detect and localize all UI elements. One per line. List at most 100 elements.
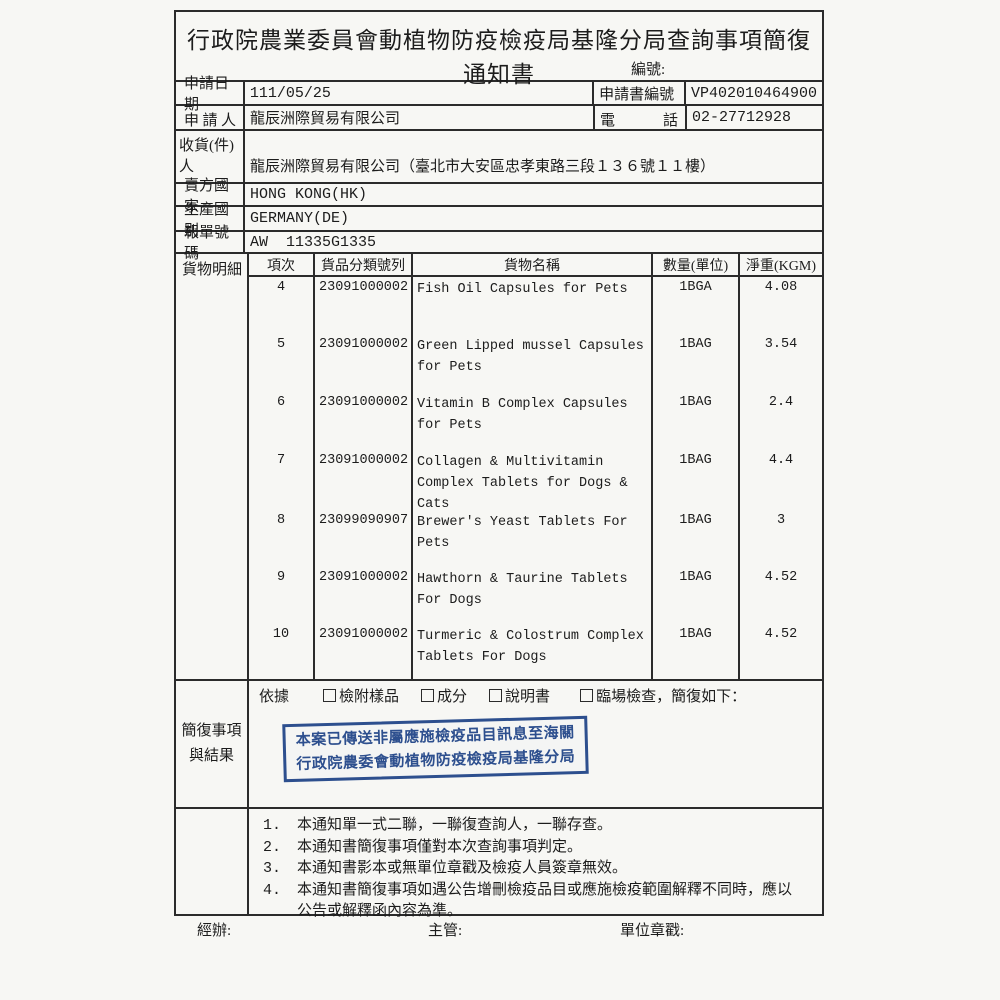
basis-option-onsite-inspection: 臨場檢查: [580, 685, 656, 706]
item-ccc-code: 23091000002: [313, 392, 411, 450]
handler-label: 經辦:: [197, 923, 232, 939]
phone-value: 02-27712928: [685, 106, 822, 129]
note-text: 本通知書簡復事項僅對本次查詢事項判定。: [297, 838, 583, 855]
checkbox-icon: [421, 689, 435, 702]
note-item: 1. 本通知單一式二聯，一聯復查詢人，一聯存查。: [263, 815, 818, 837]
reply-label-line1: 簡復事項: [181, 722, 242, 739]
declaration-no-value: AW 11335G1335: [243, 232, 822, 252]
unit-seal-label: 單位章戳:: [620, 923, 685, 939]
notes-section: 1. 本通知單一式二聯，一聯復查詢人，一聯存查。 2. 本通知書簡復事項僅對本次…: [176, 807, 822, 919]
goods-table-header: 項次 貨品分類號列 貨物名稱 數量(單位) 淨重(KGM): [249, 254, 822, 277]
row-declaration-no: 報單號碼 AW 11335G1335: [176, 225, 822, 262]
basis-option-label: 說明書: [505, 689, 551, 705]
item-ccc-code: 23091000002: [313, 450, 411, 510]
item-net-weight: 2.4: [738, 392, 822, 450]
item-no: 10: [272, 627, 290, 642]
applicant-label: 申請人: [184, 112, 236, 129]
row-origin-country: 生產國別 GERMANY(DE): [176, 202, 822, 239]
checkbox-icon: [323, 689, 337, 702]
goods-row: 7 23091000002 Collagen & Multivitamin Co…: [249, 450, 822, 512]
basis-label: 依據: [259, 689, 290, 705]
row-seller-country: 賣方國家 HONG KONG(HK): [176, 178, 822, 215]
goods-row: 8 23099090907 Brewer's Yeast Tablets For…: [249, 510, 822, 567]
item-no: 5: [276, 337, 286, 352]
item-net-weight: 3: [738, 510, 822, 567]
item-quantity: 1BAG: [651, 334, 738, 392]
consignee-label: 收貨(件)人: [179, 138, 234, 175]
application-no-value: VP402010464900: [683, 82, 822, 104]
goods-table: 項次 貨品分類號列 貨物名稱 數量(單位) 淨重(KGM) 4 23091000…: [249, 254, 822, 681]
item-net-weight: 4.08: [738, 277, 822, 334]
item-net-weight: 4.52: [738, 567, 822, 624]
item-quantity: 1BAG: [651, 624, 738, 681]
declaration-no-label: 報單號碼: [184, 225, 230, 262]
goods-row: 5 23091000002 Green Lipped mussel Capsul…: [249, 334, 822, 392]
row-applicant: 申請人 龍辰洲際貿易有限公司 電話 02-27712928: [176, 104, 822, 129]
reply-section: 簡復事項 與結果 依據 檢附樣品 成分 說明書: [176, 679, 822, 807]
col-header-ccc-code: 貨品分類號列: [313, 254, 411, 275]
note-number: 4.: [263, 881, 282, 899]
item-quantity: 1BGA: [651, 277, 738, 334]
item-ccc-code: 23091000002: [313, 334, 411, 392]
checkbox-icon: [489, 689, 503, 702]
note-item: 4. 本通知書簡復事項如遇公告增刪檢疫品目或應施檢疫範圍解釋不同時，應以公告或解…: [263, 880, 818, 923]
item-net-weight: 4.4: [738, 450, 822, 510]
reply-body: 依據 檢附樣品 成分 說明書 臨場檢查 ，簡復如下：: [249, 681, 822, 807]
goods-row: 9 23091000002 Hawthorn & Taurine Tablets…: [249, 567, 822, 624]
note-number: 2.: [263, 838, 282, 856]
goods-row: 4 23091000002 Fish Oil Capsules for Pets…: [249, 277, 822, 334]
reply-stamp: 本案已傳送非屬應施檢疫品目訊息至海關 行政院農委會動植物防疫檢疫局基隆分局: [282, 715, 589, 783]
col-header-quantity: 數量(單位): [651, 254, 738, 275]
goods-row: 10 23091000002 Turmeric & Colostrum Comp…: [249, 624, 822, 681]
item-quantity: 1BAG: [651, 567, 738, 624]
title-area: 行政院農業委員會動植物防疫檢疫局基隆分局查詢事項簡復通知書 編號:: [176, 12, 822, 87]
item-name: Green Lipped mussel Capsules for Pets: [411, 334, 651, 392]
consignee-value: 龍辰洲際貿易有限公司（臺北市大安區忠孝東路三段１３６號１１樓）: [243, 131, 822, 182]
basis-option-ingredient: 成分: [421, 685, 467, 706]
notes-list: 1. 本通知單一式二聯，一聯復查詢人，一聯存查。 2. 本通知書簡復事項僅對本次…: [249, 809, 822, 919]
item-no: 4: [276, 280, 286, 295]
goods-section: 貨物明細 項次 貨品分類號列 貨物名稱 數量(單位) 淨重(KGM) 4 230…: [176, 252, 822, 681]
basis-suffix: ，簡復如下：: [656, 689, 747, 705]
item-no: 6: [276, 395, 286, 410]
note-number: 1.: [263, 817, 282, 834]
note-text: 本通知單一式二聯，一聯復查詢人，一聯存查。: [297, 817, 613, 833]
item-ccc-code: 23091000002: [313, 277, 411, 334]
item-name: Hawthorn & Taurine Tablets For Dogs: [411, 567, 651, 624]
row-apply-date: 申請日期 111/05/25 申請書編號 VP402010464900: [176, 76, 822, 113]
checkbox-icon: [580, 689, 594, 702]
basis-option-label: 臨場檢查: [596, 689, 657, 705]
application-no-label: 申請書編號: [592, 82, 684, 104]
col-header-item-no: 項次: [267, 258, 295, 274]
item-quantity: 1BAG: [651, 450, 738, 510]
note-text: 本通知書影本或無單位章戳及檢疫人員簽章無效。: [297, 860, 628, 876]
item-quantity: 1BAG: [651, 392, 738, 450]
item-quantity: 1BAG: [651, 510, 738, 567]
item-no: 9: [276, 570, 286, 585]
reply-label-line2: 與結果: [188, 748, 234, 764]
item-name: Fish Oil Capsules for Pets: [411, 277, 651, 334]
note-number: 3.: [263, 860, 282, 877]
note-item: 2. 本通知書簡復事項僅對本次查詢事項判定。: [263, 837, 818, 859]
item-net-weight: 3.54: [738, 334, 822, 392]
basis-option-label: 成分: [437, 689, 468, 705]
col-header-net-weight: 淨重(KGM): [738, 254, 822, 275]
phone-label: 電話: [593, 106, 685, 129]
serial-number-label: 編號:: [631, 62, 666, 78]
item-ccc-code: 23091000002: [313, 624, 411, 681]
basis-option-manual: 說明書: [489, 685, 550, 706]
applicant-value: 龍辰洲際貿易有限公司: [243, 106, 593, 129]
goods-section-label: 貨物明細: [182, 262, 243, 278]
goods-row: 6 23091000002 Vitamin B Complex Capsules…: [249, 392, 822, 450]
item-name: Vitamin B Complex Capsules for Pets: [411, 392, 651, 450]
item-no: 8: [276, 513, 286, 528]
seller-country-value: HONG KONG(HK): [243, 184, 822, 205]
item-name: Brewer's Yeast Tablets For Pets: [411, 510, 651, 567]
basis-option-sample: 檢附樣品: [323, 685, 399, 706]
origin-country-value: GERMANY(DE): [243, 207, 822, 230]
note-item: 3. 本通知書影本或無單位章戳及檢疫人員簽章無效。: [263, 858, 818, 880]
supervisor-label: 主管:: [428, 923, 463, 939]
row-consignee: 收貨(件)人 龍辰洲際貿易有限公司（臺北市大安區忠孝東路三段１３６號１１樓）: [176, 129, 822, 182]
item-ccc-code: 23091000002: [313, 567, 411, 624]
note-text: 本通知書簡復事項如遇公告增刪檢疫品目或應施檢疫範圍解釋不同時，應以公告或解釋函內…: [297, 881, 793, 920]
